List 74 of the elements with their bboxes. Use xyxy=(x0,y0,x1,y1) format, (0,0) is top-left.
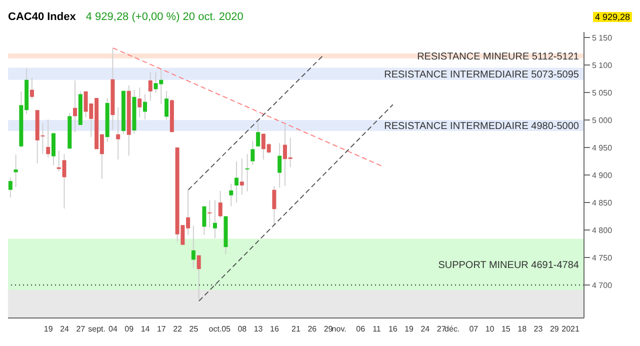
candlestick xyxy=(234,160,239,203)
x-tick-label: 29 xyxy=(324,324,334,334)
x-tick-label: nov. xyxy=(332,324,346,334)
x-tick-label: 16 xyxy=(270,324,280,334)
candlestick xyxy=(73,80,78,133)
x-tick-label: 24 xyxy=(60,324,70,334)
candlestick xyxy=(278,142,282,188)
band-label: RESISTANCE INTERMEDIAIRE 5073-5095 xyxy=(384,69,580,80)
x-tick-label: 22 xyxy=(173,324,183,334)
band-label: RESISTANCE INTERMEDIAIRE 4980-5000 xyxy=(384,121,580,132)
x-tick-label: 09 xyxy=(124,324,134,334)
candlestick xyxy=(256,122,260,147)
candlestick xyxy=(143,94,147,120)
candlestick xyxy=(250,140,255,166)
y-tick-label: 4 800 xyxy=(592,226,613,235)
x-tick-label: 24 xyxy=(420,324,430,334)
x-tick-label: 19 xyxy=(44,324,54,334)
x-tick-label: 25 xyxy=(189,324,199,334)
candlestick xyxy=(46,118,50,158)
x-tick-label: 17 xyxy=(156,324,166,334)
candlestick xyxy=(148,72,152,102)
candlestick xyxy=(245,154,250,192)
x-tick-label: 2021 xyxy=(562,324,580,334)
x-tick-label: 23 xyxy=(534,324,544,334)
y-tick-label: 4 750 xyxy=(592,253,613,262)
candlestick xyxy=(191,225,196,268)
candlestick xyxy=(164,90,169,120)
band-label: SUPPORT MINEUR 4691-4784 xyxy=(438,260,580,271)
x-tick-label: 04 xyxy=(108,324,118,334)
candlestick xyxy=(212,200,217,239)
y-tick-label: 4 700 xyxy=(592,280,613,290)
y-tick-label: 4 900 xyxy=(592,170,613,180)
candlestick xyxy=(14,154,18,188)
x-tick-label: 26 xyxy=(308,324,318,334)
chart-subtitle: 4 929,28 (+0,00 %) 20 oct. 2020 xyxy=(86,11,244,23)
x-tick-label: 19 xyxy=(404,324,414,334)
y-tick-label: 5 050 xyxy=(592,88,613,98)
x-tick-label: 21 xyxy=(292,324,301,334)
x-tick-label: 10 xyxy=(485,324,495,334)
x-tick-label: sept. xyxy=(88,324,106,334)
y-tick-label: 5 000 xyxy=(592,116,613,125)
x-tick-label: 08 xyxy=(238,324,248,334)
candlestick xyxy=(138,87,142,118)
y-tick-label: 5 100 xyxy=(592,60,613,70)
candlestick xyxy=(208,200,212,228)
x-tick-label: 14 xyxy=(140,324,150,334)
band-label: RESISTANCE MINEURE 5112-5121 xyxy=(417,51,580,62)
x-tick-label: 18 xyxy=(518,324,528,334)
y-tick-label: 4 950 xyxy=(592,143,613,152)
candlestick xyxy=(8,177,12,198)
x-tick-label: 27 xyxy=(76,324,86,334)
x-tick-label: 11 xyxy=(372,324,382,334)
candlestick xyxy=(272,186,276,225)
candlestick xyxy=(218,190,222,218)
candlestick xyxy=(196,254,201,302)
chart-title: CAC40 Index xyxy=(8,11,76,23)
x-tick-label: 16 xyxy=(388,324,398,334)
candlestick xyxy=(229,183,234,207)
y-tick-label: 5 150 xyxy=(592,33,613,42)
x-tick-label: 15 xyxy=(501,324,511,334)
x-tick-label: 06 xyxy=(356,324,366,334)
x-tick-label: 05 xyxy=(222,324,232,334)
candlestick xyxy=(30,77,34,100)
candlestick xyxy=(51,132,56,166)
x-tick-label: oct. xyxy=(208,324,222,334)
candlestick xyxy=(116,106,120,160)
x-tick-label: 07 xyxy=(469,324,479,334)
text: 4 929,28 xyxy=(592,12,632,22)
candlestick xyxy=(240,158,244,196)
y-tick-label: 4 850 xyxy=(592,198,613,208)
candlestick xyxy=(202,206,206,236)
x-tick-label: 29 xyxy=(550,324,560,334)
x-tick-label: déc. xyxy=(444,324,460,334)
x-tick-label: 13 xyxy=(254,324,264,334)
